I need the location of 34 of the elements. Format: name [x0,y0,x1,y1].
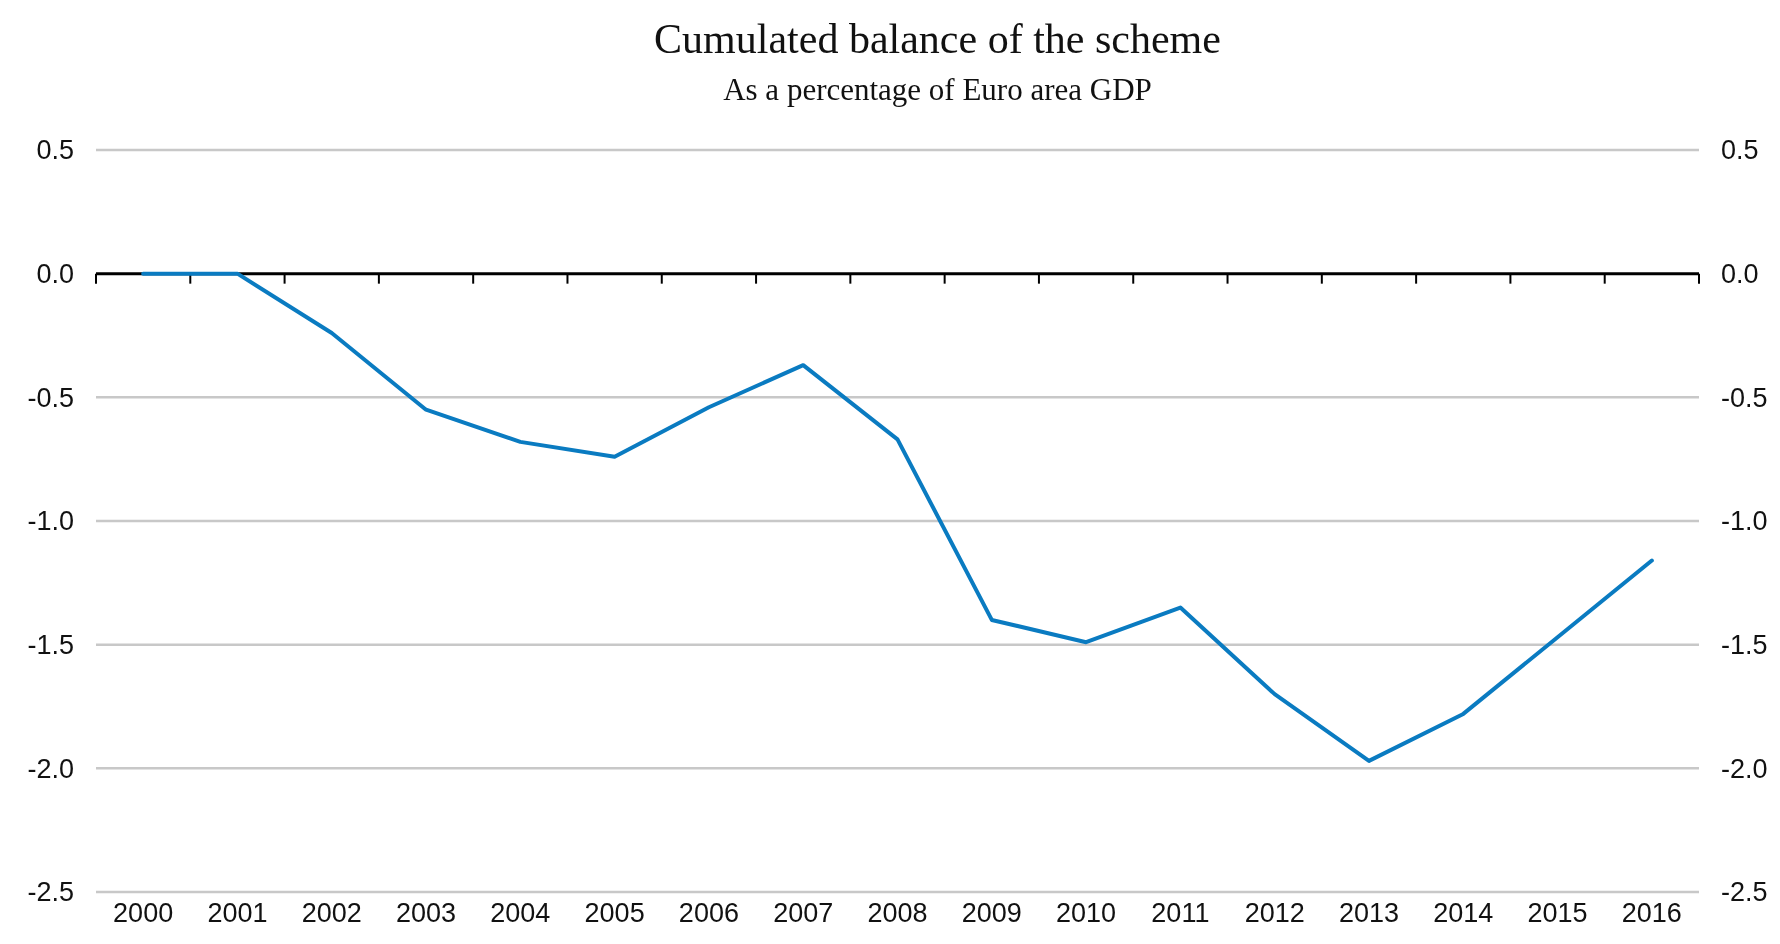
x-tick-label: 2006 [678,898,739,928]
x-tick-label: 2005 [584,898,645,928]
x-tick-label: 2008 [867,898,928,928]
y2-tick-label: -2.5 [1721,877,1768,908]
x-tick-label: 2007 [773,898,834,928]
x-tick-label: 2010 [1056,898,1117,928]
x-tick-label: 2015 [1527,898,1588,928]
y2-tick-label: -0.5 [1721,382,1768,413]
x-tick-label: 2002 [301,898,362,928]
chart-subtitle: As a percentage of Euro area GDP [723,72,1152,107]
x-tick-label: 2012 [1244,898,1305,928]
y-tick-label: 0.0 [36,259,74,290]
x-tick-label: 2011 [1151,898,1210,928]
x-tick-label: 2013 [1338,898,1400,928]
y-tick-label: -0.5 [27,382,74,413]
y-tick-label: -1.5 [27,630,74,661]
x-tick-label: 2000 [113,898,174,928]
y-tick-label: -2.5 [27,877,74,908]
y2-tick-label: -1.0 [1721,506,1768,537]
line-series [141,271,1654,763]
chart-title: Cumulated balance of the scheme [654,16,1221,62]
y2-tick-label: 0.0 [1721,259,1759,290]
y2-tick-label: 0.5 [1721,135,1759,166]
x-tick-label: 2016 [1621,898,1682,928]
y-tick-label: -2.0 [27,753,74,784]
x-tick-label: 2003 [395,898,457,928]
y-tick-label: 0.5 [36,135,74,166]
y2-tick-label: -2.0 [1721,753,1768,784]
x-tick-label: 2009 [961,898,1022,928]
x-tick-label: 2004 [490,898,551,928]
x-tick-label: 2014 [1433,898,1494,928]
x-tick-label: 2001 [207,898,268,928]
y-tick-label: -1.0 [27,506,74,537]
y2-tick-label: -1.5 [1721,630,1768,661]
